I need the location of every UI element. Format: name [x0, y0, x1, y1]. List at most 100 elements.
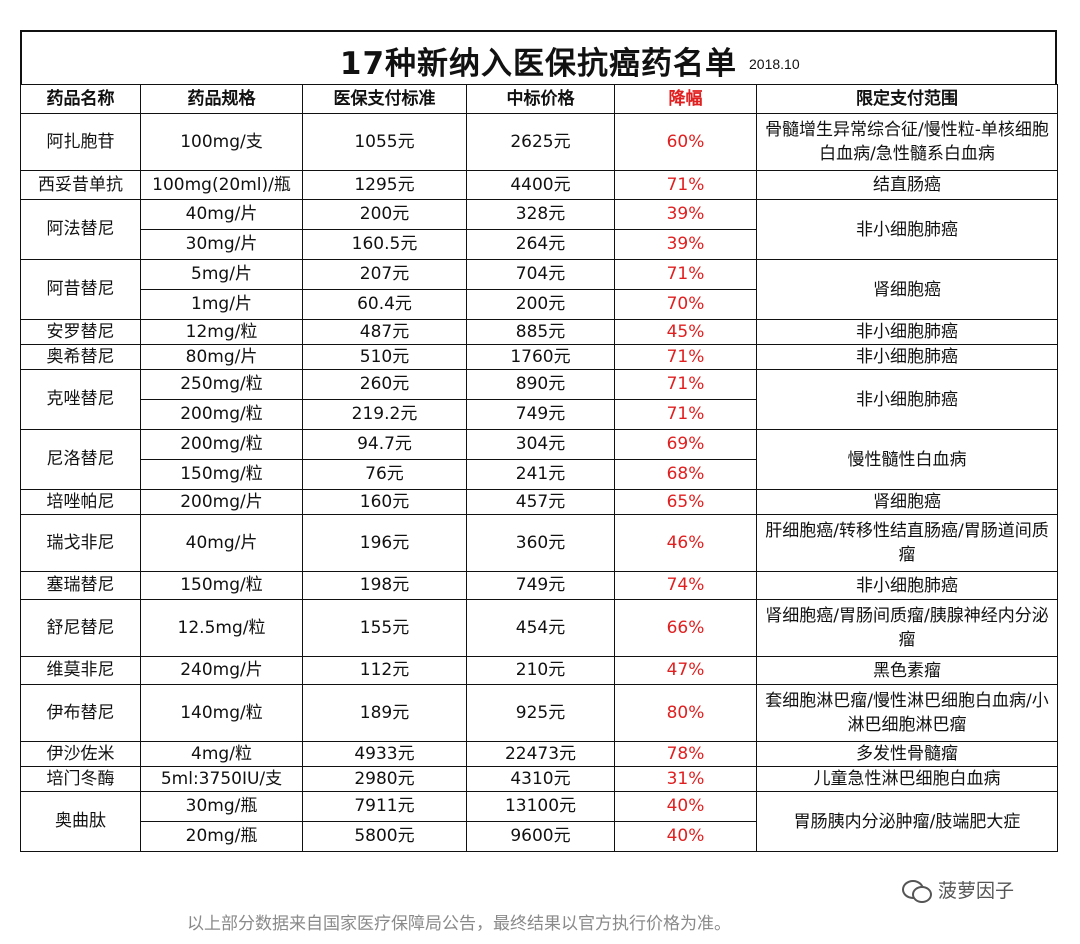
price-drop: 47% — [614, 656, 757, 685]
table-row: 克唑替尼 250mg/粒 260元 890元 71% 非小细胞肺癌 — [20, 369, 1058, 430]
table-row: 200mg/粒 219.2元 749元 71% — [21, 399, 1058, 430]
price-drop: 39% — [614, 199, 757, 230]
price-drop: 60% — [614, 113, 757, 171]
payment-standard: 4933元 — [302, 741, 467, 767]
drug-name: 西妥昔单抗 — [20, 170, 141, 200]
drug-table: 药品名称 药品规格 医保支付标准 中标价格 降幅 限定支付范围 阿扎胞苷 100m… — [20, 84, 1058, 852]
payment-scope: 多发性骨髓瘤 — [756, 741, 1058, 767]
drug-spec: 80mg/片 — [140, 344, 303, 370]
payment-scope: 肾细胞癌/胃肠间质瘤/胰腺神经内分泌瘤 — [756, 599, 1058, 657]
payment-scope: 胃肠胰内分泌肿瘤/肢端肥大症 — [756, 791, 1058, 852]
bid-price: 264元 — [466, 229, 615, 260]
payment-scope: 非小细胞肺癌 — [756, 369, 1058, 430]
payment-scope: 套细胞淋巴瘤/慢性淋巴细胞白血病/小淋巴细胞淋巴瘤 — [756, 684, 1058, 742]
table-row: 舒尼替尼 12.5mg/粒 155元 454元 66% 肾细胞癌/胃肠间质瘤/胰腺神经内分… — [20, 599, 1058, 657]
table-row: 奥希替尼 80mg/片 510元 1760元 71% 非小细胞肺癌 — [20, 344, 1058, 370]
bid-price: 304元 — [466, 429, 615, 460]
price-drop: 71% — [614, 399, 757, 430]
table-row: 奥曲肽 30mg/瓶 7911元 13100元 40% 胃肠胰内分泌肿瘤/肢端肥大症 — [20, 791, 1058, 852]
drug-spec: 12.5mg/粒 — [140, 599, 303, 657]
drug-name: 伊沙佐米 — [20, 741, 141, 767]
drug-name: 奥曲肽 — [20, 791, 141, 852]
drug-list-sheet: 17种新纳入医保抗癌药名单 2018.10 药品名称 药品规格 医保支付标准 中… — [20, 30, 1058, 852]
price-drop: 40% — [614, 821, 757, 852]
drug-name: 尼洛替尼 — [20, 429, 141, 490]
drug-name: 奥希替尼 — [20, 344, 141, 370]
drug-spec: 40mg/片 — [140, 514, 303, 572]
title-bar: 17种新纳入医保抗癌药名单 2018.10 — [20, 30, 1057, 84]
drug-spec: 4mg/粒 — [140, 741, 303, 767]
drug-spec: 250mg/粒 — [140, 369, 303, 400]
payment-scope: 儿童急性淋巴细胞白血病 — [756, 766, 1058, 792]
drug-name: 安罗替尼 — [20, 319, 141, 345]
payment-scope: 非小细胞肺癌 — [756, 344, 1058, 370]
drug-name: 培门冬酶 — [20, 766, 141, 792]
bid-price: 200元 — [466, 289, 615, 320]
payment-standard: 189元 — [302, 684, 467, 742]
drug-name: 克唑替尼 — [20, 369, 141, 430]
bid-price: 890元 — [466, 369, 615, 400]
payment-standard: 60.4元 — [302, 289, 467, 320]
page-title: 17种新纳入医保抗癌药名单 — [339, 46, 738, 82]
table-row: 20mg/瓶 5800元 9600元 40% — [21, 821, 1058, 852]
payment-standard: 219.2元 — [302, 399, 467, 430]
drug-spec: 100mg/支 — [140, 113, 303, 171]
bid-price: 4400元 — [466, 170, 615, 200]
table-row: 塞瑞替尼 150mg/粒 198元 749元 74% 非小细胞肺癌 — [20, 571, 1058, 600]
wechat-icon — [902, 878, 932, 903]
header-std: 医保支付标准 — [302, 84, 467, 114]
drug-spec: 12mg/粒 — [140, 319, 303, 345]
payment-standard: 510元 — [302, 344, 467, 370]
watermark-text: 菠萝因子 — [938, 880, 1015, 902]
drug-name: 阿昔替尼 — [20, 259, 141, 320]
drug-spec: 200mg/粒 — [140, 399, 303, 430]
header-row: 药品名称 药品规格 医保支付标准 中标价格 降幅 限定支付范围 — [20, 84, 1058, 114]
bid-price: 925元 — [466, 684, 615, 742]
drug-spec: 30mg/瓶 — [140, 791, 303, 822]
price-drop: 78% — [614, 741, 757, 767]
table-row: 培唑帕尼 200mg/片 160元 457元 65% 肾细胞癌 — [20, 489, 1058, 515]
bid-price: 454元 — [466, 599, 615, 657]
table-row: 培门冬酶 5ml:3750IU/支 2980元 4310元 31% 儿童急性淋巴细胞白血病 — [20, 766, 1058, 792]
table-row: 瑞戈非尼 40mg/片 196元 360元 46% 肝细胞癌/转移性结直肠癌/胃肠道间质瘤 — [20, 514, 1058, 572]
payment-standard: 160.5元 — [302, 229, 467, 260]
header-name: 药品名称 — [20, 84, 141, 114]
payment-standard: 1055元 — [302, 113, 467, 171]
drug-spec: 40mg/片 — [140, 199, 303, 230]
bid-price: 9600元 — [466, 821, 615, 852]
payment-standard: 7911元 — [302, 791, 467, 822]
price-drop: 68% — [614, 459, 757, 490]
table-row: 尼洛替尼 200mg/粒 94.7元 304元 69% 慢性髓性白血病 — [20, 429, 1058, 490]
payment-scope: 结直肠癌 — [756, 170, 1058, 200]
price-drop: 31% — [614, 766, 757, 792]
drug-name: 维莫非尼 — [20, 656, 141, 685]
payment-standard: 94.7元 — [302, 429, 467, 460]
drug-spec: 100mg(20ml)/瓶 — [140, 170, 303, 200]
bid-price: 13100元 — [466, 791, 615, 822]
payment-scope: 非小细胞肺癌 — [756, 571, 1058, 600]
bid-price: 210元 — [466, 656, 615, 685]
payment-scope: 慢性髓性白血病 — [756, 429, 1058, 490]
payment-scope: 黑色素瘤 — [756, 656, 1058, 685]
price-drop: 69% — [614, 429, 757, 460]
price-drop: 71% — [614, 170, 757, 200]
drug-spec: 200mg/片 — [140, 489, 303, 515]
drug-name: 舒尼替尼 — [20, 599, 141, 657]
drug-name: 培唑帕尼 — [20, 489, 141, 515]
payment-standard: 2980元 — [302, 766, 467, 792]
table-row: 30mg/片 160.5元 264元 39% — [21, 229, 1058, 260]
payment-standard: 112元 — [302, 656, 467, 685]
drug-name: 塞瑞替尼 — [20, 571, 141, 600]
price-drop: 80% — [614, 684, 757, 742]
price-drop: 65% — [614, 489, 757, 515]
price-drop: 45% — [614, 319, 757, 345]
table-row: 伊沙佐米 4mg/粒 4933元 22473元 78% 多发性骨髓瘤 — [20, 741, 1058, 767]
drug-spec: 240mg/片 — [140, 656, 303, 685]
footer-note: 以上部分数据来自国家医疗保障局公告，最终结果以官方执行价格为准。 — [187, 914, 731, 934]
bid-price: 360元 — [466, 514, 615, 572]
drug-spec: 140mg/粒 — [140, 684, 303, 742]
drug-spec: 1mg/片 — [140, 289, 303, 320]
payment-standard: 1295元 — [302, 170, 467, 200]
price-drop: 66% — [614, 599, 757, 657]
drug-name: 阿法替尼 — [20, 199, 141, 260]
